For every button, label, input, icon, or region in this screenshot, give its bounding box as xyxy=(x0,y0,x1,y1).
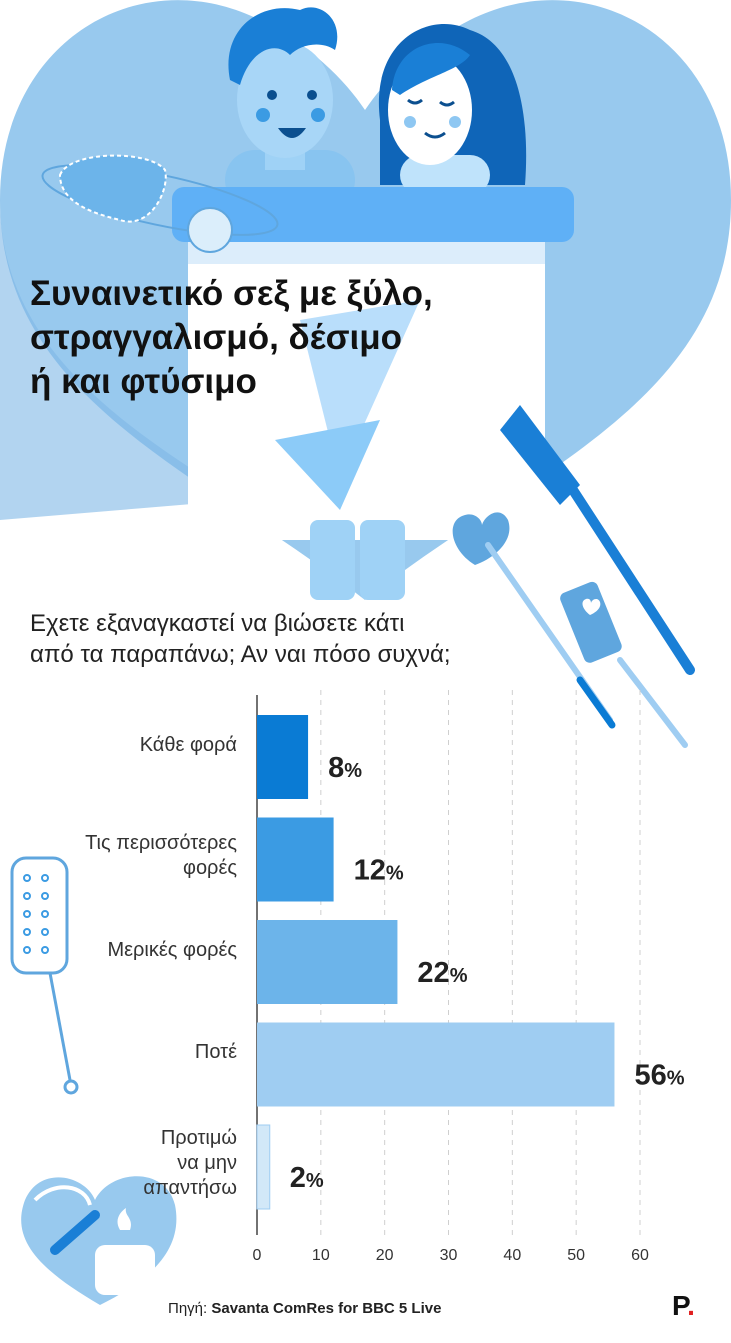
bar xyxy=(256,1124,271,1210)
x-tick-label: 60 xyxy=(631,1247,649,1264)
woman-figure-icon xyxy=(378,24,527,195)
source-text: Savanta ComRes for BBC 5 Live xyxy=(211,1300,442,1317)
title-line: Συναινετικό σεξ με ξύλο, xyxy=(30,274,433,313)
blindfold-icon xyxy=(41,154,279,253)
source-label: Πηγή: xyxy=(168,1300,208,1317)
value-label: 12% xyxy=(354,855,404,887)
bar xyxy=(257,817,334,902)
x-tick-label: 0 xyxy=(253,1247,262,1264)
logo-letter: P xyxy=(672,1290,688,1321)
value-label: 56% xyxy=(634,1060,684,1092)
value-label: 2% xyxy=(290,1162,324,1194)
x-tick-label: 10 xyxy=(312,1247,330,1264)
title-line: ή και φτύσιμο xyxy=(30,362,257,401)
title-line: στραγγαλισμό, δέσιμο xyxy=(30,318,403,357)
spiked-paddle-icon xyxy=(10,856,79,1095)
question-line: από τα παραπάνω; Αν ναι πόσο συχνά; xyxy=(30,641,451,668)
category-label: Κάθε φορά xyxy=(139,733,237,756)
source-note: Πηγή: Savanta ComRes for BBC 5 Live xyxy=(168,1300,441,1317)
x-tick-label: 40 xyxy=(503,1247,521,1264)
logo-dot: . xyxy=(687,1290,695,1321)
publisher-logo: P. xyxy=(672,1290,695,1322)
value-label: 22% xyxy=(417,957,467,989)
heart-tag-icon xyxy=(560,581,688,748)
chart-title: Συναινετικό σεξ με ξύλο, στραγγαλισμό, δ… xyxy=(30,272,433,404)
heart-wand-icon xyxy=(452,512,616,729)
x-tick-label: 50 xyxy=(567,1247,585,1264)
paddle-icon xyxy=(500,405,695,675)
tub-illustration-icon xyxy=(172,187,574,600)
x-tick-label: 30 xyxy=(440,1247,458,1264)
category-label: Προτιμώ να μην απαντήσω xyxy=(143,1126,237,1199)
bar xyxy=(257,1022,615,1107)
x-tick-label: 20 xyxy=(376,1247,394,1264)
category-label: Ποτέ xyxy=(194,1041,237,1063)
chart-question: Εχετε εξαναγκαστεί να βιώσετε κάτι από τ… xyxy=(30,608,451,670)
bar xyxy=(257,920,398,1004)
bar xyxy=(257,715,309,799)
candle-heart-icon xyxy=(21,1176,177,1305)
value-label: 8% xyxy=(328,752,362,784)
question-line: Εχετε εξαναγκαστεί να βιώσετε κάτι xyxy=(30,610,405,637)
category-label: Μερικές φορές xyxy=(107,938,237,961)
category-label: Τις περισσότερες φορές xyxy=(85,831,237,879)
